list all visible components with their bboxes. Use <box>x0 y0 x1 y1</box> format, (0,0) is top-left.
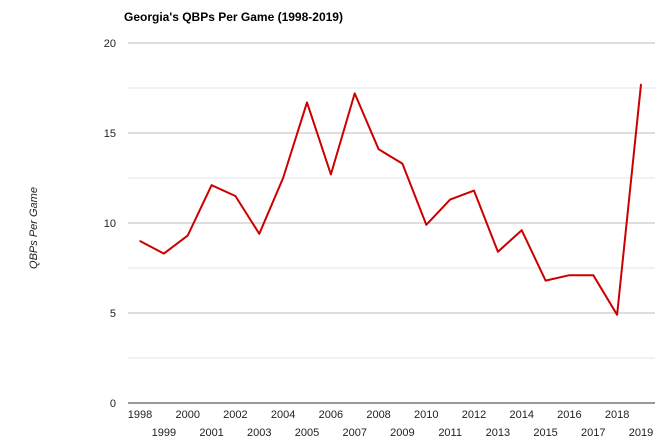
data-point <box>234 195 237 197</box>
data-point <box>520 229 523 231</box>
data-point <box>544 279 547 282</box>
data-point <box>163 252 165 255</box>
x-tick-label: 2005 <box>295 427 319 439</box>
y-tick-label: 15 <box>104 128 116 140</box>
x-tick-label: 2010 <box>414 409 438 421</box>
x-tick-label: 2003 <box>247 427 271 439</box>
series-line <box>139 84 642 316</box>
y-tick-labels: 0 5 10 15 20 <box>104 38 116 410</box>
data-point <box>282 177 284 179</box>
data-point <box>377 148 380 150</box>
x-tick-label: 2006 <box>319 409 343 421</box>
data-point <box>568 274 571 277</box>
x-tick-label: 1999 <box>152 427 176 439</box>
x-tick-label: 2014 <box>509 409 533 421</box>
x-tick-label: 2002 <box>223 409 247 421</box>
y-tick-label: 20 <box>104 38 116 50</box>
x-tick-label: 2004 <box>271 409 295 421</box>
x-tick-label: 2017 <box>581 427 605 439</box>
x-tick-label: 2011 <box>438 427 462 439</box>
x-tick-label: 2018 <box>605 409 629 421</box>
x-tick-label: 2000 <box>175 409 199 421</box>
data-point <box>139 240 141 242</box>
x-tick-label: 2012 <box>462 409 486 421</box>
y-tick-label: 10 <box>104 218 116 230</box>
data-point <box>425 224 428 226</box>
data-point <box>258 233 261 235</box>
data-point <box>640 83 642 86</box>
x-tick-label: 2019 <box>629 427 653 439</box>
data-point <box>306 101 308 104</box>
x-tick-label: 2001 <box>199 427 223 439</box>
data-point <box>616 314 618 316</box>
data-point <box>401 162 404 165</box>
x-tick-label: 2007 <box>342 427 366 439</box>
data-point <box>449 198 451 201</box>
x-tick-label: 2008 <box>366 409 390 421</box>
data-point <box>497 251 499 253</box>
x-tick-label: 2016 <box>557 409 581 421</box>
y-tick-label: 0 <box>110 398 116 410</box>
chart-title: Georgia's QBPs Per Game (1998-2019) <box>124 10 343 24</box>
y-tick-label: 5 <box>110 308 116 320</box>
data-point <box>186 234 189 237</box>
data-point <box>330 173 332 176</box>
data-point <box>353 92 356 95</box>
data-point <box>473 189 475 192</box>
x-tick-label: 2009 <box>390 427 414 439</box>
series-layer <box>139 83 642 316</box>
gridlines <box>128 42 655 404</box>
x-tick-label: 1998 <box>128 409 152 421</box>
data-point <box>592 274 595 277</box>
x-tick-label: 2015 <box>533 427 557 439</box>
data-point <box>210 184 213 186</box>
x-tick-label: 2013 <box>486 427 510 439</box>
